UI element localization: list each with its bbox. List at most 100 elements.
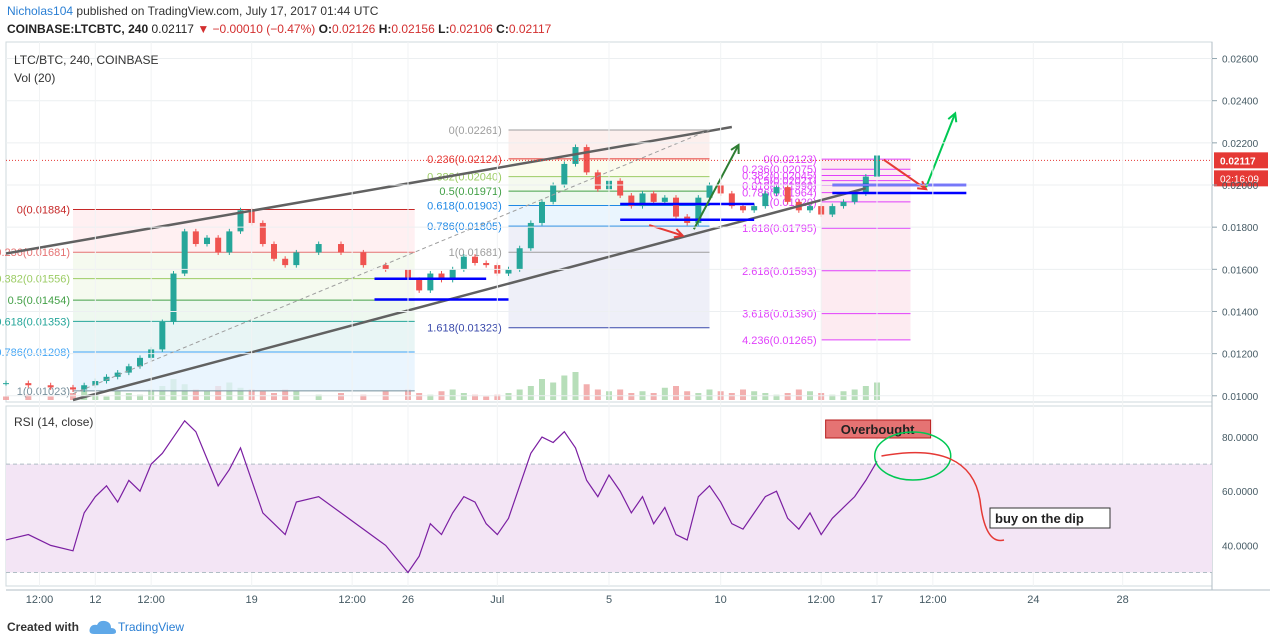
price-tick-label: 0.02400 — [1222, 97, 1259, 108]
candle-body — [315, 244, 322, 253]
channel-lower-line — [72, 186, 867, 402]
overbought-callout — [825, 419, 932, 439]
open-value: 0.02126 — [331, 22, 376, 36]
time-tick-label: 10 — [715, 594, 727, 606]
fib-level-label: 0.236(0.02124) — [427, 154, 502, 166]
high-label: H: — [378, 22, 392, 36]
time-tick-label: Jul — [490, 594, 504, 606]
volume-bar — [550, 382, 557, 400]
volume-bar — [773, 394, 780, 400]
candle-body — [516, 248, 523, 270]
chart-title: LTC/BTC, 240, COINBASE — [14, 53, 159, 67]
candle-body — [617, 180, 624, 196]
candle-body — [594, 172, 601, 190]
red-arrow-left-head — [673, 228, 685, 239]
volume-bar — [427, 394, 434, 400]
symbol-label: COINBASE:LTCBTC, 240 — [7, 22, 149, 36]
volume-bar — [460, 393, 467, 400]
candle-body — [25, 383, 32, 386]
candle-body — [427, 273, 434, 291]
candle-body — [204, 237, 210, 245]
quote-line: COINBASE:LTCBTC, 240 0.02117 ▼ −0.00010 … — [7, 22, 551, 36]
volume-bar — [181, 384, 188, 400]
candle-body — [773, 187, 780, 194]
green-arrow-head — [730, 143, 740, 154]
time-tick-label: 12:00 — [26, 594, 54, 606]
channel-upper-line — [5, 125, 733, 255]
volume-bar — [762, 393, 769, 400]
candle-body — [728, 193, 735, 207]
fib-level-label: 0(0.02123) — [763, 154, 816, 166]
time-tick-label: 12 — [89, 594, 101, 606]
price-tick-label: 0.01800 — [1222, 223, 1259, 234]
candle-body — [293, 252, 300, 266]
volume-bar — [449, 389, 456, 400]
candle-body — [840, 201, 847, 207]
candle-body — [583, 147, 590, 173]
time-tick-label: 24 — [1027, 594, 1039, 606]
red-arrow-right — [883, 158, 927, 191]
volume-bar — [416, 393, 423, 400]
fib-band — [73, 300, 415, 322]
volume-bar — [215, 386, 222, 400]
fib-level-label: 0.618(0.01998) — [742, 180, 817, 192]
tradingview-brand[interactable]: TradingView — [118, 620, 185, 634]
candle-body — [449, 269, 456, 280]
chart-header: Nicholas104 published on TradingView.com… — [0, 0, 1270, 40]
time-tick-label: 28 — [1117, 594, 1129, 606]
candle-body — [170, 273, 177, 323]
fib-level-label: 0.5(0.01454) — [8, 295, 70, 307]
candle-body — [740, 206, 746, 211]
candle-body — [259, 222, 266, 245]
candle-body — [47, 385, 54, 388]
candle-body — [103, 376, 110, 382]
volume-bar — [315, 394, 322, 400]
volume-bar — [3, 396, 9, 400]
candle-body — [3, 383, 9, 385]
time-tick-label: 19 — [246, 594, 258, 606]
fib-level-label: 0.236(0.02075) — [742, 164, 817, 176]
candle-body — [159, 322, 166, 350]
fib-level-label: 0(0.02261) — [449, 125, 502, 137]
volume-bar — [282, 389, 289, 400]
rsi-tick-label: 80.0000 — [1222, 433, 1259, 444]
volume-bar — [784, 393, 791, 400]
author-link[interactable]: Nicholas104 — [7, 4, 74, 18]
volume-bar — [81, 389, 88, 400]
volume-bar — [70, 393, 76, 400]
volume-title: Vol (20) — [14, 71, 55, 85]
volume-bar — [740, 389, 746, 400]
footer: Created with TradingView — [0, 608, 1270, 644]
candle-body — [237, 210, 244, 232]
rsi-layer: 80.0000 60.0000 40.0000 Overbought buy on th… — [5, 419, 1259, 574]
candle-body — [673, 197, 679, 217]
low-value: 0.02106 — [449, 22, 493, 36]
volume-bar — [673, 386, 679, 400]
candle-body — [338, 244, 344, 253]
volume-bar — [572, 372, 579, 400]
countdown-badge — [1214, 170, 1268, 187]
fib-band — [73, 252, 415, 279]
candle-body — [271, 244, 277, 259]
fib-level-label: 0.786(0.01964) — [742, 188, 817, 200]
fib-band — [821, 159, 911, 170]
time-tick-label: 12:00 — [338, 594, 366, 606]
volume-bar — [527, 386, 534, 400]
volume-bar — [829, 394, 836, 400]
candle-body — [628, 195, 635, 207]
dip-callout — [989, 507, 1111, 529]
candle-body — [382, 265, 389, 270]
candle-body — [125, 366, 132, 373]
candle-body — [807, 206, 813, 211]
candle-body — [695, 197, 702, 223]
volume-bar — [25, 394, 32, 400]
price-tick-label: 0.02200 — [1222, 139, 1259, 150]
rsi-title: RSI (14, close) — [14, 415, 93, 429]
fib-level-label: 1(0.01681) — [449, 247, 502, 259]
volume-bar — [862, 386, 869, 400]
volume-bar — [851, 389, 858, 400]
candle-body — [192, 231, 199, 245]
tradingview-cloud-icon — [89, 620, 116, 634]
published-text: published on TradingView.com, July 17, 2… — [76, 4, 379, 18]
